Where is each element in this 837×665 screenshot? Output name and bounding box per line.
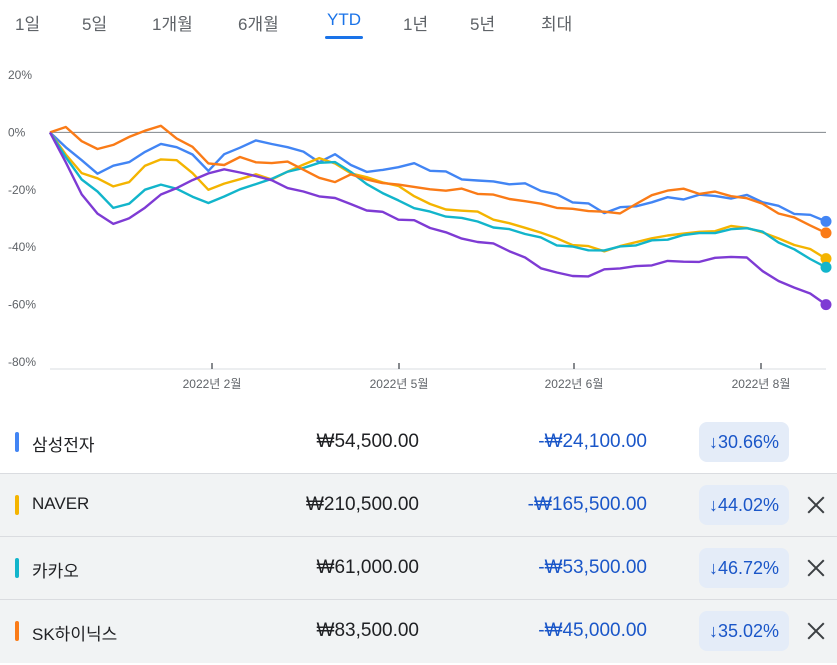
series-color-swatch [15,432,19,452]
series-color-swatch [15,621,19,641]
percent-change-badge: ↓46.72% [698,548,789,588]
y-tick-label: -20% [8,183,36,197]
y-tick-label: -40% [8,240,36,254]
tab-ytd[interactable]: YTD [327,10,361,29]
series-line [48,131,827,306]
x-tick-label: 2022년 8월 [732,377,791,391]
stock-price: ₩83,500.00 [316,620,419,641]
percent-change-badge: ↓30.66% [698,422,789,462]
remove-comparison-icon[interactable] [801,616,831,646]
price-change: -₩165,500.00 [527,494,647,515]
list-item[interactable]: NAVER ₩210,500.00 -₩165,500.00 ↓44.02% [0,474,837,537]
series-color-swatch [15,558,19,578]
series-end-point [820,299,832,311]
tab-5y[interactable]: 5년 [470,15,496,34]
list-item[interactable]: SK하이닉스 ₩83,500.00 -₩45,000.00 ↓35.02% [0,600,837,663]
x-tick-label: 2022년 5월 [370,377,429,391]
series-color-swatch [15,495,19,515]
tab-1d[interactable]: 1일 [15,15,41,34]
stock-name: 카카오 [32,562,79,581]
time-range-tabs: 1일 5일 1개월 6개월 YTD 1년 5년 최대 [0,0,837,50]
price-change: -₩24,100.00 [538,431,647,452]
series-line [49,131,827,223]
percent-change-badge: ↓44.02% [698,485,789,525]
tab-max[interactable]: 최대 [541,15,573,34]
divider [0,599,837,600]
tab-1m[interactable]: 1개월 [152,15,193,34]
price-change: -₩53,500.00 [538,557,647,578]
list-item[interactable]: 카카오 ₩61,000.00 -₩53,500.00 ↓46.72% [0,537,837,600]
series-line [49,124,827,234]
remove-comparison-icon[interactable] [801,490,831,520]
y-tick-label: -80% [8,355,36,369]
series-end-point [820,253,832,265]
stock-name: SK하이닉스 [32,625,118,644]
list-item[interactable]: 삼성전자 ₩54,500.00 -₩24,100.00 ↓30.66% [0,411,837,474]
percent-change-badge: ↓35.02% [698,611,789,651]
series-end-point [820,215,832,227]
y-tick-label: -60% [8,298,36,312]
stock-price: ₩54,500.00 [316,431,419,452]
y-tick-label: 20% [8,68,32,82]
stock-name: 삼성전자 [32,436,95,455]
series-line [48,131,827,269]
series-line [49,131,827,260]
stock-price: ₩210,500.00 [305,494,419,515]
remove-comparison-icon[interactable] [801,553,831,583]
series-end-point [820,261,832,273]
price-change: -₩45,000.00 [538,620,647,641]
tab-1y[interactable]: 1년 [403,15,429,34]
y-tick-label: 0% [8,125,26,139]
series-end-point [820,227,832,239]
divider [0,473,837,474]
stock-name: NAVER [32,494,90,513]
stock-price: ₩61,000.00 [316,557,419,578]
divider [0,536,837,537]
x-tick-label: 2022년 2월 [183,377,242,391]
x-tick-label: 2022년 6월 [545,377,604,391]
tab-5d[interactable]: 5일 [82,15,108,34]
active-tab-indicator [325,36,363,39]
performance-chart: 20% 0% -20% -40% -60% -80% 2022년 2월 2022년 5월 202… [8,68,832,391]
tab-6m[interactable]: 6개월 [238,15,279,34]
